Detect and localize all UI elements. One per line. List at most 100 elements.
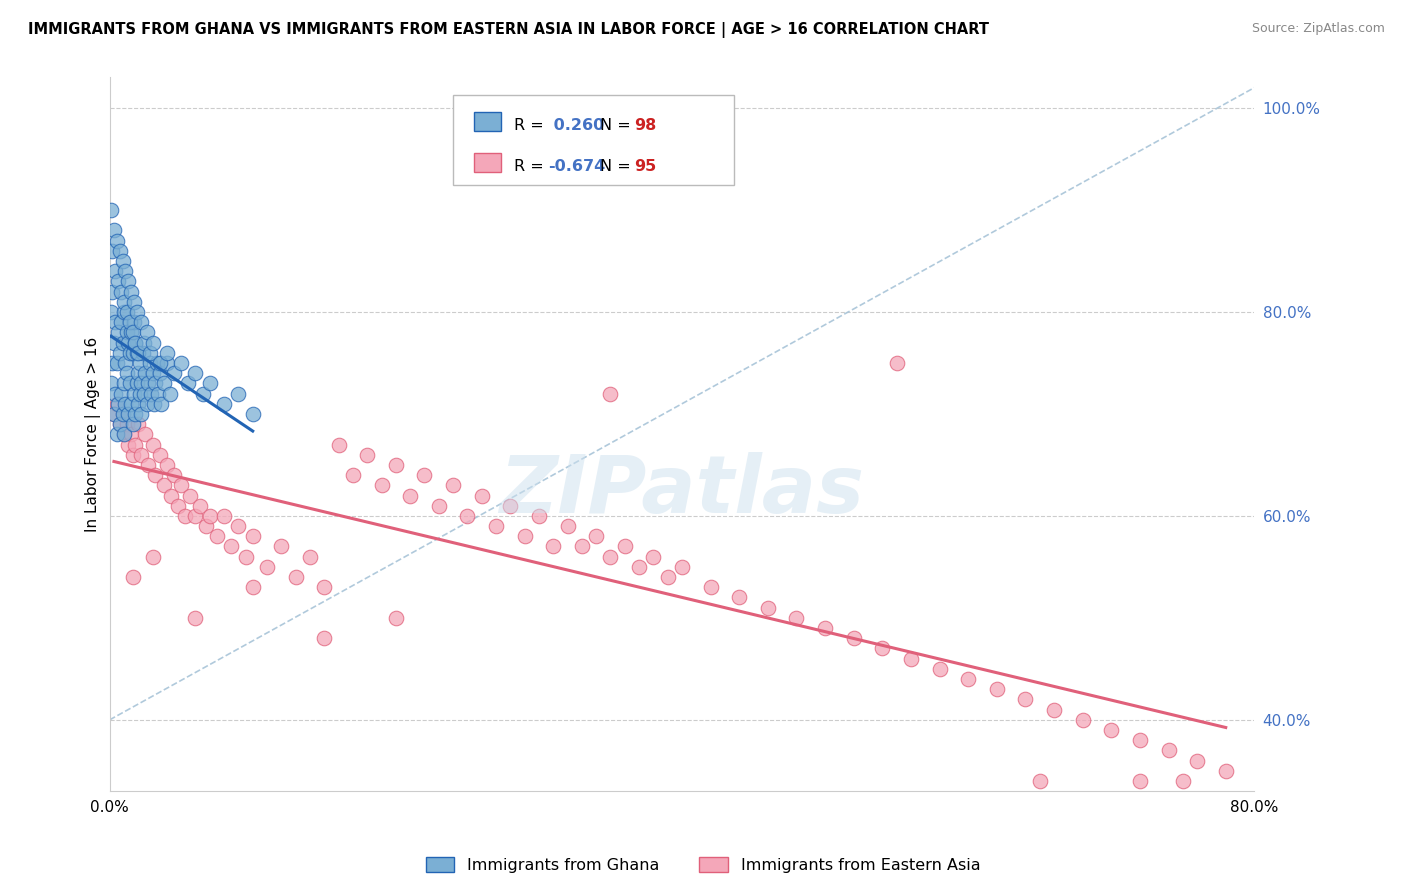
Point	[148, 386, 170, 401]
Text: N =: N =	[599, 160, 636, 174]
Point	[1215, 764, 1237, 778]
Point	[135, 326, 157, 340]
FancyBboxPatch shape	[474, 153, 501, 172]
Point	[156, 356, 179, 370]
Point	[111, 407, 134, 421]
Point	[242, 407, 264, 421]
Point	[104, 315, 127, 329]
Point	[328, 437, 350, 451]
Point	[167, 499, 190, 513]
Point	[1028, 774, 1050, 789]
Point	[114, 356, 136, 370]
Point	[125, 376, 148, 391]
Point	[628, 560, 651, 574]
Point	[143, 397, 166, 411]
Point	[471, 489, 494, 503]
Point	[115, 366, 138, 380]
Point	[314, 632, 336, 646]
Point	[613, 540, 636, 554]
Point	[149, 448, 172, 462]
Point	[527, 508, 550, 523]
Point	[1043, 703, 1066, 717]
Point	[122, 386, 145, 401]
Point	[370, 478, 392, 492]
Point	[219, 540, 242, 554]
Point	[121, 326, 143, 340]
Point	[107, 274, 129, 288]
Text: 0.260: 0.260	[548, 119, 605, 133]
Point	[585, 529, 607, 543]
Point	[105, 427, 128, 442]
Point	[957, 672, 980, 686]
Point	[170, 356, 193, 370]
Point	[107, 326, 129, 340]
Point	[184, 366, 207, 380]
FancyBboxPatch shape	[453, 95, 734, 185]
Point	[112, 427, 135, 442]
Point	[399, 489, 422, 503]
Point	[657, 570, 679, 584]
FancyBboxPatch shape	[474, 112, 501, 131]
Point	[145, 468, 167, 483]
Point	[142, 366, 165, 380]
Point	[284, 570, 307, 584]
Point	[100, 202, 122, 217]
Point	[385, 611, 408, 625]
Point	[150, 397, 173, 411]
Point	[100, 305, 122, 319]
Point	[256, 560, 278, 574]
Point	[342, 468, 364, 483]
Point	[108, 244, 131, 258]
Point	[571, 540, 593, 554]
Point	[101, 244, 124, 258]
Point	[121, 570, 143, 584]
Point	[127, 366, 149, 380]
Y-axis label: In Labor Force | Age > 16: In Labor Force | Age > 16	[86, 336, 101, 532]
Point	[120, 326, 142, 340]
Point	[111, 335, 134, 350]
Point	[122, 294, 145, 309]
Point	[129, 315, 152, 329]
Point	[124, 335, 146, 350]
Point	[427, 499, 450, 513]
Point	[118, 345, 141, 359]
Point	[100, 376, 122, 391]
Point	[110, 386, 132, 401]
Point	[441, 478, 464, 492]
Point	[159, 386, 181, 401]
Point	[146, 356, 169, 370]
Point	[121, 448, 143, 462]
Point	[129, 376, 152, 391]
Point	[110, 315, 132, 329]
Point	[112, 305, 135, 319]
Text: N =: N =	[599, 119, 636, 133]
Point	[124, 437, 146, 451]
Point	[122, 315, 145, 329]
Point	[103, 223, 125, 237]
Point	[139, 386, 162, 401]
Point	[270, 540, 292, 554]
Text: 98: 98	[634, 119, 657, 133]
Point	[212, 508, 235, 523]
Point	[103, 407, 125, 421]
Point	[212, 397, 235, 411]
Point	[728, 591, 751, 605]
Point	[356, 448, 378, 462]
Point	[127, 397, 149, 411]
Point	[1185, 754, 1208, 768]
Point	[103, 335, 125, 350]
Point	[242, 529, 264, 543]
Point	[136, 376, 159, 391]
Point	[105, 234, 128, 248]
Point	[132, 386, 155, 401]
Point	[114, 397, 136, 411]
Point	[125, 345, 148, 359]
Point	[785, 611, 807, 625]
Point	[188, 499, 211, 513]
Point	[235, 549, 257, 564]
Point	[156, 345, 179, 359]
Point	[513, 529, 536, 543]
Point	[886, 356, 908, 370]
Point	[228, 386, 250, 401]
Point	[107, 397, 129, 411]
